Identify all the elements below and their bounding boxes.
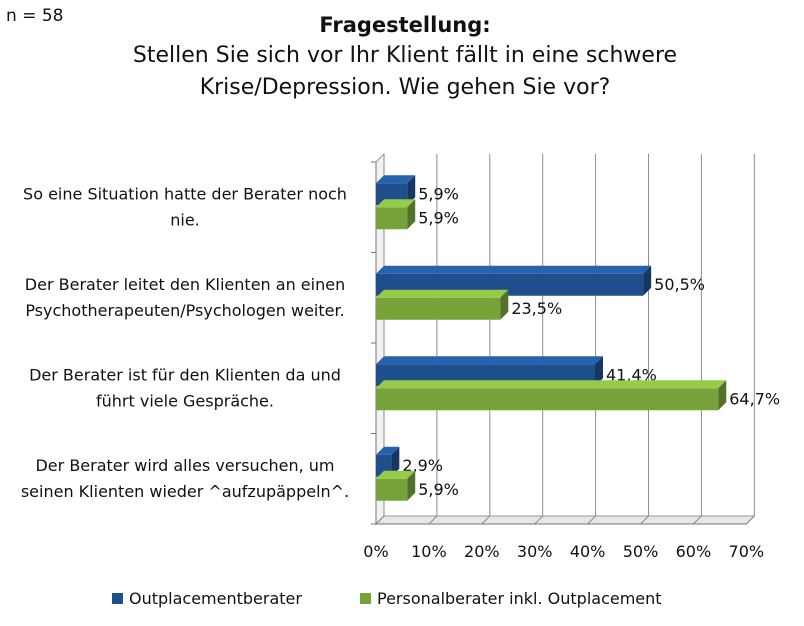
data-label: 5,9% [418, 208, 459, 227]
category-label: führt viele Gespräche. [96, 391, 274, 410]
category-label: Der Berater wird alles versuchen, um [35, 456, 334, 475]
bar-side-face [500, 289, 509, 320]
data-label: 23,5% [511, 299, 562, 318]
bar-side-face [407, 175, 416, 206]
bar-top-face [376, 446, 400, 455]
legend-swatch [112, 593, 123, 604]
bar-side-face [407, 470, 416, 501]
bar-top-face [376, 356, 604, 365]
x-tick-label: 60% [676, 542, 712, 561]
chart-title-block: Fragestellung: Stellen Sie sich vor Ihr … [80, 10, 730, 104]
data-label: 2,9% [402, 456, 443, 475]
x-tick-label: 70% [729, 542, 765, 561]
gridline-floor [375, 515, 385, 525]
x-tick-label: 40% [570, 542, 606, 561]
chart-title: Fragestellung: [319, 13, 491, 37]
x-tick-label: 20% [464, 542, 500, 561]
x-tick-label: 30% [517, 542, 553, 561]
bar-top-face [376, 265, 652, 274]
bar-side-face [407, 199, 416, 230]
category-label: So eine Situation hatte der Berater noch [23, 184, 347, 203]
x-tick-label: 50% [623, 542, 659, 561]
data-label: 64,7% [729, 389, 780, 408]
legend-swatch [360, 593, 371, 604]
category-label: Der Berater ist für den Klienten da und [29, 365, 341, 384]
bar-top-face [376, 289, 509, 298]
data-label: 5,9% [418, 184, 459, 203]
bar-top-face [376, 470, 416, 479]
bar-personalberater [376, 388, 719, 411]
gridline-floor [693, 515, 702, 525]
sample-size-label: n = 58 [6, 6, 64, 26]
gridline-floor [587, 515, 596, 525]
bar-personalberater [376, 478, 408, 501]
bar-personalberater [376, 297, 501, 320]
bar-top-face [376, 380, 727, 389]
gridline-floor [534, 515, 544, 525]
bar-side-face [643, 265, 652, 296]
data-label: 5,9% [418, 480, 459, 499]
data-label: 50,5% [654, 275, 705, 294]
chart-subtitle-line-1: Stellen Sie sich vor Ihr Klient fällt in… [132, 43, 678, 68]
gridline-floor [428, 515, 438, 525]
legend-label: Personalberater inkl. Outplacement [377, 589, 662, 608]
x-tick-label: 0% [363, 542, 388, 561]
category-label: Psychotherapeuten/Psychologen weiter. [25, 301, 344, 320]
x-tick-label: 10% [411, 542, 447, 561]
category-label: seinen Klienten wieder ^aufzupäppeln^. [21, 482, 349, 501]
bar-side-face [391, 446, 400, 477]
bar-side-face [718, 380, 727, 411]
gridline-floor [481, 515, 491, 525]
legend-label: Outplacementberater [129, 589, 302, 608]
bar-top-face [376, 175, 416, 184]
category-label: Der Berater leitet den Klienten an einen [25, 275, 345, 294]
bar-personalberater [376, 207, 408, 230]
category-label: nie. [170, 210, 200, 229]
chart-subtitle-line-2: Krise/Depression. Wie gehen Sie vor? [199, 75, 611, 100]
bar-top-face [376, 199, 416, 208]
bar-side-face [595, 356, 604, 387]
data-label: 41,4% [606, 365, 657, 384]
gridline-floor [640, 515, 649, 525]
gridline-floor [745, 515, 755, 525]
